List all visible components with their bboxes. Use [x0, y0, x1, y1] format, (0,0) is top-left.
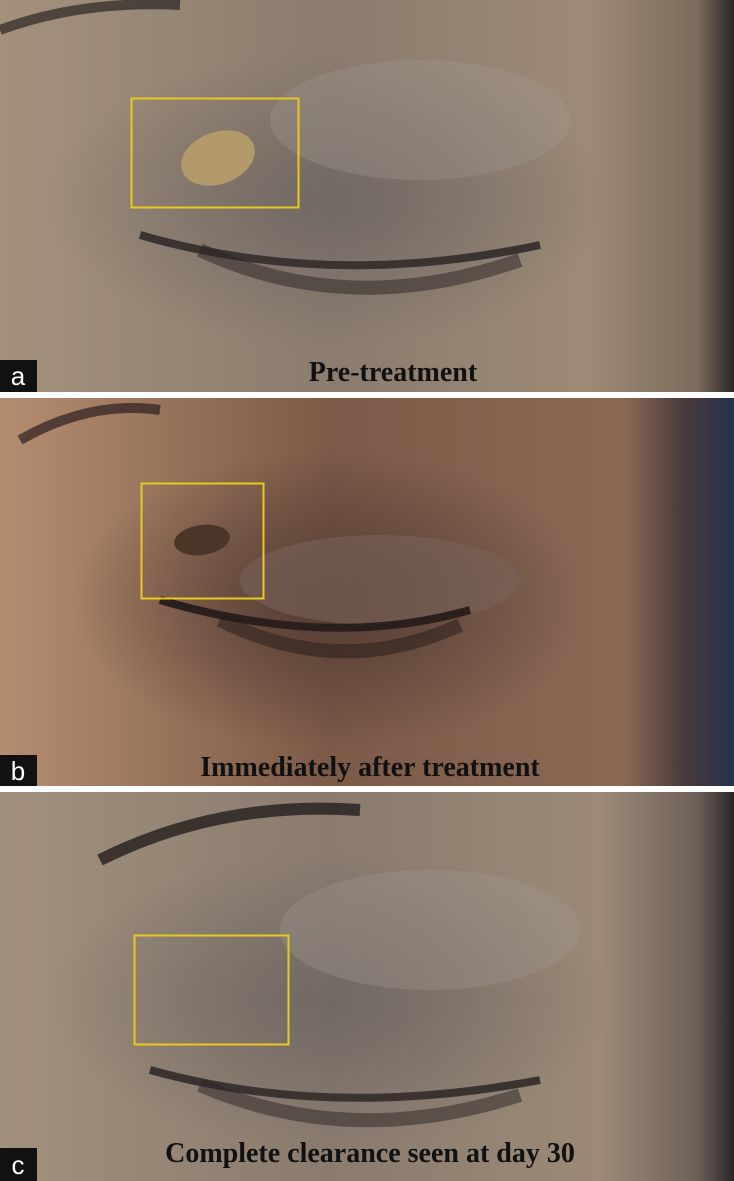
panel-label: b — [11, 756, 25, 786]
label-box — [0, 1148, 37, 1181]
panel-caption: Pre-treatment — [309, 357, 478, 388]
panel-label: c — [12, 1150, 25, 1180]
label-box — [0, 755, 37, 786]
panel-photo — [0, 792, 734, 1181]
panel-caption: Immediately after treatment — [200, 752, 540, 783]
panel-caption: Complete clearance seen at day 30 — [165, 1138, 575, 1169]
label-box — [0, 360, 37, 392]
panel-photo — [0, 0, 734, 392]
panel-photo — [0, 398, 734, 786]
panel-label: a — [11, 361, 26, 391]
